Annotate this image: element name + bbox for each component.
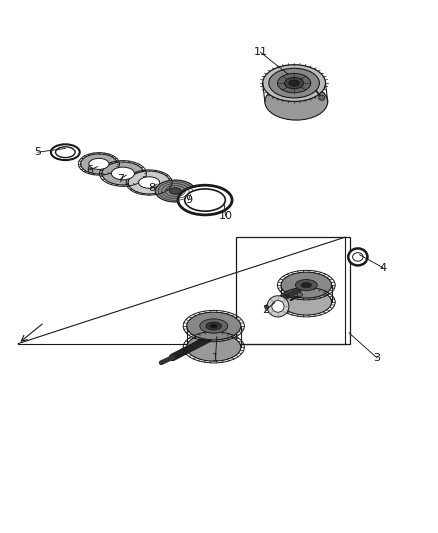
Ellipse shape: [155, 180, 195, 202]
Ellipse shape: [297, 293, 302, 297]
Ellipse shape: [319, 95, 325, 100]
Ellipse shape: [81, 154, 117, 174]
Ellipse shape: [102, 162, 144, 185]
Text: 6: 6: [87, 165, 94, 175]
Ellipse shape: [185, 189, 225, 211]
Ellipse shape: [267, 296, 289, 317]
Ellipse shape: [301, 282, 311, 288]
Ellipse shape: [187, 334, 241, 361]
Text: 2: 2: [262, 305, 269, 315]
Text: 9: 9: [185, 195, 192, 205]
Ellipse shape: [51, 144, 80, 160]
Ellipse shape: [289, 80, 299, 86]
Ellipse shape: [285, 77, 304, 88]
Ellipse shape: [265, 83, 328, 120]
Ellipse shape: [348, 248, 367, 265]
Ellipse shape: [178, 185, 232, 215]
Ellipse shape: [269, 68, 319, 98]
Text: 4: 4: [379, 263, 386, 272]
Text: 11: 11: [254, 47, 268, 57]
Ellipse shape: [89, 158, 109, 169]
Ellipse shape: [278, 74, 311, 93]
Ellipse shape: [263, 64, 325, 101]
Text: 3: 3: [374, 353, 381, 363]
Ellipse shape: [56, 147, 75, 158]
Text: 1: 1: [212, 353, 219, 363]
Ellipse shape: [128, 171, 170, 194]
Ellipse shape: [353, 253, 363, 261]
Ellipse shape: [272, 301, 284, 312]
Ellipse shape: [295, 279, 317, 290]
Text: 7: 7: [117, 174, 124, 184]
Text: 10: 10: [219, 211, 233, 221]
Ellipse shape: [170, 188, 181, 195]
Ellipse shape: [281, 289, 332, 315]
Text: 5: 5: [34, 147, 41, 157]
Ellipse shape: [206, 322, 222, 330]
Ellipse shape: [281, 272, 332, 298]
Text: 8: 8: [148, 183, 155, 193]
Ellipse shape: [111, 167, 134, 180]
Ellipse shape: [139, 177, 159, 188]
Ellipse shape: [187, 312, 241, 340]
Ellipse shape: [200, 319, 228, 333]
Ellipse shape: [210, 324, 217, 328]
